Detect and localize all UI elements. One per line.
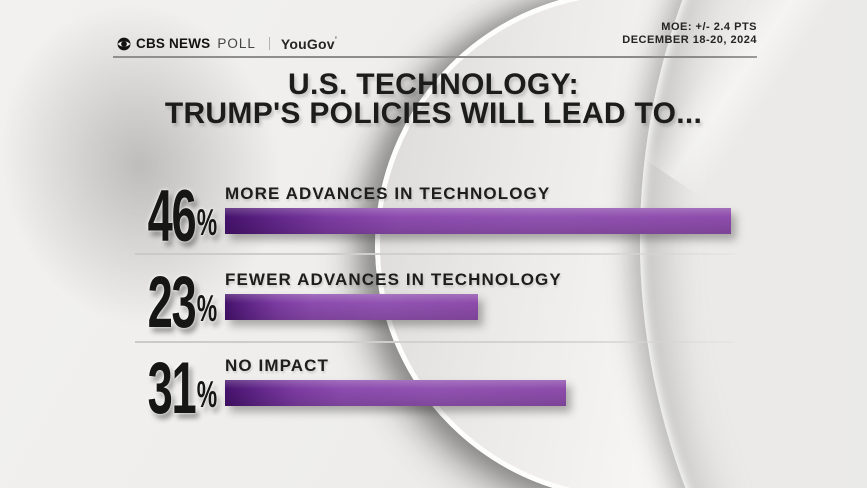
bar-fewer-advances <box>225 294 478 320</box>
brand-poll: POLL <box>217 36 256 51</box>
percent-sign: % <box>196 288 217 329</box>
value-label: 31% <box>147 348 217 429</box>
bar-row-fewer-advances: 23% FEWER ADVANCES IN TECHNOLOGY <box>85 266 785 339</box>
bar-row-no-impact: 31% NO IMPACT <box>85 352 785 425</box>
moe-block: MOE: +/- 2.4 PTS DECEMBER 18-20, 2024 <box>622 21 757 46</box>
moe-line: MOE: +/- 2.4 PTS <box>661 21 757 33</box>
yougov-tick: ʼ <box>334 34 338 44</box>
brand-yougov: YouGovʼ <box>280 34 338 52</box>
chart-title-line2: TRUMP'S POLICIES WILL LEAD TO... <box>164 97 703 130</box>
category-label: FEWER ADVANCES IN TECHNOLOGY <box>225 270 562 289</box>
percent-sign: % <box>196 374 217 415</box>
row-separator <box>135 341 735 343</box>
date-line: DECEMBER 18-20, 2024 <box>622 33 757 46</box>
header-rule <box>113 56 757 58</box>
brand-cbs-news: CBS NEWS <box>136 36 211 51</box>
category-label: MORE ADVANCES IN TECHNOLOGY <box>225 184 551 203</box>
bar-more-advances <box>225 208 731 234</box>
category-label: NO IMPACT <box>225 356 330 375</box>
row-separator <box>135 253 735 255</box>
cbs-eye-icon <box>117 37 131 50</box>
percent-sign: % <box>196 202 217 243</box>
bar-row-more-advances: 46% MORE ADVANCES IN TECHNOLOGY <box>85 180 785 253</box>
value-label: 46% <box>147 176 217 257</box>
swoosh-right-band <box>640 0 867 488</box>
brand-lockup: CBS NEWS POLL YouGovʼ <box>117 34 338 52</box>
brand-divider <box>268 37 270 50</box>
chart-title-line1: U.S. TECHNOLOGY: <box>288 68 579 101</box>
bar-no-impact <box>225 380 566 406</box>
chart-title: U.S. TECHNOLOGY: TRUMP'S POLICIES WILL L… <box>0 68 867 130</box>
value-label: 23% <box>147 262 217 343</box>
